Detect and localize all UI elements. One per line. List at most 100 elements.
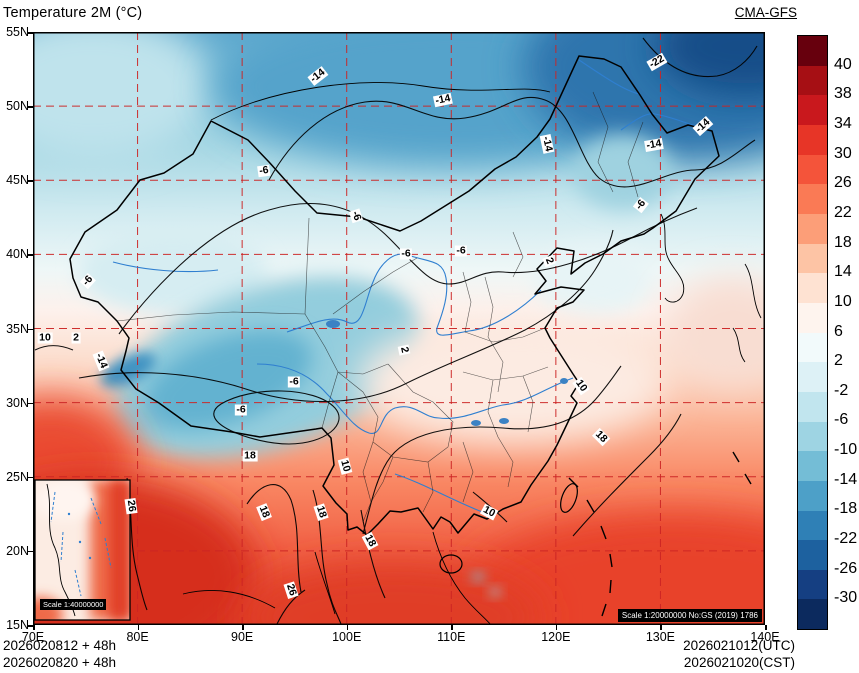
colorbar-cell [798,362,827,392]
contour-label: 18 [242,449,258,462]
init-time-utc: 2026020812 + 48h [3,638,116,653]
colorbar-cell [798,332,827,363]
inset-border [34,479,131,621]
colorbar-label: -18 [834,500,858,518]
colorbar-label: 40 [834,55,852,73]
mongolia-russia-border [210,82,551,121]
sea-boundary-dashes [568,451,752,617]
colorbar-label: 14 [834,263,852,281]
lat-tick [28,476,33,479]
qinghai-lake [326,320,340,328]
colorbar-label: 30 [834,144,852,162]
kyushu-coast [732,327,746,363]
lat-tick [28,106,33,108]
japan-coast [744,263,762,319]
colorbar-label: 22 [834,203,852,221]
lat-label: 30N [6,395,29,410]
init-time-local: 2026020820 + 48h [3,655,116,670]
map-border-frame [33,32,765,625]
colorbar-cell [798,65,827,96]
lat-tick [28,328,33,330]
contour-label: 26 [124,497,139,515]
inset-dash-line [50,491,112,597]
colorbar-cell [798,273,827,303]
inset-scale-note: Scale 1:40000000 [40,599,107,610]
lon-label: 70E [21,630,45,644]
lon-label: 130E [645,630,676,644]
inset-map [34,479,131,621]
yellow-river [286,253,542,336]
colorbar-label: 6 [834,322,843,340]
lon-tick [33,625,35,630]
latlon-grid [33,32,765,625]
lon-tick [137,625,140,630]
china-border-path [69,55,720,536]
lat-label: 35N [6,321,29,336]
colorbar-cell [798,184,827,214]
lat-label: 25N [6,469,29,484]
lat-label: 55N [6,25,29,39]
contour-label: -6 [234,403,248,416]
lat-tick [28,550,33,553]
colorbar-label: -2 [834,381,849,399]
contour-label: -14 [539,133,555,155]
colorbar-label: 2 [834,352,843,370]
taihu-lake [560,378,568,384]
lon-label: 80E [126,630,149,644]
dongting-lake [471,420,481,426]
lon-label: 110E [437,630,466,644]
colorbar-label: -30 [834,589,858,607]
colorbar-cell [798,540,827,570]
contour-label: 10 [337,457,353,475]
colorbar-cell [798,36,827,66]
lat-tick [28,625,33,627]
hainan-island [439,554,463,574]
lon-label: 90E [231,630,254,644]
colorbar-cell [798,95,827,125]
valid-time-utc: 2026021012(UTC) [683,638,795,653]
colorbar-cell [798,510,827,541]
lon-tick [451,625,453,630]
colorbar-label: 26 [834,174,852,192]
colorbar-cell [798,599,827,630]
colorbar-cell [798,302,827,333]
lat-label: 45N [6,173,29,188]
lat-label: 40N [6,247,29,262]
colorbar-label: -14 [834,470,858,488]
indochina-coast [432,531,492,625]
colorbar-cell [798,154,827,185]
lat-tick [28,254,33,256]
colorbar-cell [798,213,827,244]
valid-time-local: 2026021020(CST) [683,655,795,670]
lon-tick [242,625,244,630]
temperature-map [33,32,765,625]
contour-label: 2 [71,331,81,344]
lon-label: 120E [541,630,571,644]
colorbar-label: 10 [834,292,852,310]
colorbar-label: -26 [834,559,858,577]
province-borders [116,91,644,523]
lon-label: 140E [750,630,780,644]
colorbar-label: 34 [834,114,852,132]
colorbar-label: 18 [834,233,852,251]
colorbar-cell [798,243,827,274]
lon-tick [346,625,349,630]
page-title: Temperature 2M (°C) [3,5,143,21]
songhua-river [620,113,706,131]
lat-tick [28,402,33,405]
taiwan-island [560,483,578,513]
lat-label: 20N [6,543,29,558]
colorbar [797,35,828,630]
bengal-coast [182,590,276,609]
colorbar-cell [798,480,827,511]
temperature-contours [34,37,758,625]
colorbar-cell [798,569,827,600]
colorbar-label: 38 [834,85,852,103]
contour-label: 10 [37,331,53,344]
contour-label: -6 [399,247,413,260]
colorbar-cell [798,391,827,422]
lon-label: 100E [332,630,362,644]
lat-label: 15N [6,618,29,632]
rivers [112,59,706,514]
